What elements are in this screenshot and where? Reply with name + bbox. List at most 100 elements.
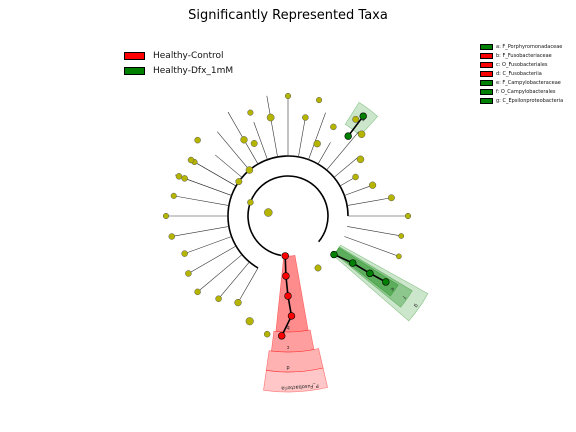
taxon-node-3 (245, 166, 254, 174)
key-label-f: f: O_Campylobacterales (496, 89, 556, 95)
taxon-node-7 (302, 114, 309, 121)
clade-label-e: e (389, 286, 396, 292)
taxon-node-6 (284, 92, 292, 100)
key-label-a: a: F_Porphyromonadaceae (496, 44, 563, 50)
branch-6 (266, 95, 278, 157)
node-fusobacteria-0 (281, 252, 289, 260)
key-swatch-d (480, 71, 493, 77)
key-swatch-g (480, 98, 493, 104)
node-fusobacteria-4 (278, 332, 286, 340)
key-swatch-b (480, 53, 493, 59)
wedge-class-epsilonproteobacteria (332, 244, 429, 322)
taxon-node-20 (175, 173, 183, 180)
legend-item-healthy-dfx: Healthy-Dfx_1mM (124, 66, 233, 76)
branch-18 (344, 236, 399, 257)
key-item-a: a: F_Porphyromonadaceae (480, 44, 562, 50)
branch-26 (237, 267, 259, 303)
taxon-node-8 (316, 97, 323, 104)
taxon-node-2 (235, 178, 243, 186)
wedge-family-fusobacteriaceae (275, 255, 309, 333)
taxon-node-30 (181, 175, 188, 182)
taxon-node-19 (396, 253, 402, 260)
tree-nodes (162, 92, 412, 340)
taxon-node-31 (187, 156, 195, 164)
tree-circles (227, 155, 349, 269)
branch-21 (169, 226, 229, 238)
key-swatch-e (480, 80, 493, 86)
branch-27 (218, 261, 250, 299)
legend-swatch-healthy-dfx (124, 67, 145, 75)
node-porphyromonadaceae-0 (344, 132, 352, 140)
branch-5 (253, 121, 268, 160)
taxon-node-9 (313, 140, 321, 148)
branch-11 (326, 131, 359, 171)
figure-title: Significantly Represented Taxa (188, 8, 388, 23)
taxon-node-13 (356, 155, 365, 164)
key-swatch-f (480, 89, 493, 95)
taxon-node-15 (368, 181, 377, 189)
taxon-node-25 (185, 270, 192, 277)
key-item-b: b: F_Fusobacteriaceae (480, 53, 552, 59)
taxon-node-22 (194, 136, 201, 144)
branch-25 (190, 159, 237, 187)
branch-19 (188, 245, 237, 274)
taxon-node-10 (330, 123, 337, 131)
key-swatch-c (480, 62, 493, 68)
taxon-node-11 (352, 115, 360, 123)
key-label-c: c: O_Fusobacteriales (496, 62, 548, 68)
taxon-node-4 (250, 140, 258, 147)
legend-label-healthy-dfx: Healthy-Dfx_1mM (153, 66, 234, 76)
clade-label-g: g (412, 302, 419, 308)
clade-label-b: b (286, 324, 289, 330)
key-label-d: d: C_Fusobacteriia (496, 71, 542, 77)
branch-24 (184, 178, 232, 196)
clade-label-c: c (286, 344, 289, 350)
branch-20 (184, 236, 232, 254)
clade-label-d: d (286, 364, 289, 370)
branch-2 (215, 154, 243, 178)
taxon-node-5 (266, 113, 275, 122)
taxon-node-37 (314, 264, 322, 272)
node-fusobacteria-2 (284, 292, 292, 300)
key-item-d: d: C_Fusobacteriia (480, 71, 542, 77)
node-epsilon-3 (382, 278, 390, 286)
taxon-node-28 (162, 212, 170, 220)
legend-swatch-healthy-control (124, 52, 145, 60)
node-fusobacteria-1 (282, 272, 290, 280)
taxon-node-35 (245, 317, 254, 326)
taxon-node-27 (168, 233, 176, 240)
key-item-f: f: O_Campylobacterales (480, 89, 556, 95)
taxon-node-14 (352, 173, 359, 181)
clade-label-f: f (400, 294, 406, 299)
key-item-g: g: C_Epsilonproteobacteria (480, 98, 563, 104)
branch-12 (333, 156, 359, 178)
key-item-e: e: F_Campylobacteraceae (480, 80, 561, 86)
taxon-node-0 (264, 208, 273, 217)
taxon-node-23 (240, 136, 248, 144)
branch-porphyromonadaceae (347, 115, 364, 137)
taxon-node-32 (234, 298, 242, 307)
clade-label-phylum: P_Fusobacteria (281, 382, 319, 391)
branch-3 (217, 131, 250, 171)
taxon-node-24 (247, 109, 254, 116)
arc-kingdom (247, 175, 329, 257)
branch-9 (308, 112, 326, 160)
key-swatch-a (480, 44, 493, 50)
arc-phylum-main (227, 155, 349, 269)
node-fusobacteria-3 (287, 312, 296, 320)
branch-28 (197, 254, 243, 293)
node-porphyromonadaceae-1 (359, 112, 367, 120)
key-label-e: e: F_Campylobacteraceae (496, 80, 561, 86)
node-epsilon-1 (349, 259, 357, 267)
taxon-node-36 (263, 330, 271, 338)
taxon-node-16 (387, 194, 395, 202)
branch-8 (298, 117, 306, 157)
key-label-b: b: F_Fusobacteriaceae (496, 53, 552, 59)
node-epsilon-2 (366, 269, 374, 278)
taxon-node-26 (181, 250, 188, 257)
branch-14 (344, 184, 373, 196)
clade-labels: a b c d ef g P_Fusobacteria (281, 117, 419, 391)
taxon-node-18 (398, 233, 405, 239)
taxon-node-17 (404, 212, 412, 220)
